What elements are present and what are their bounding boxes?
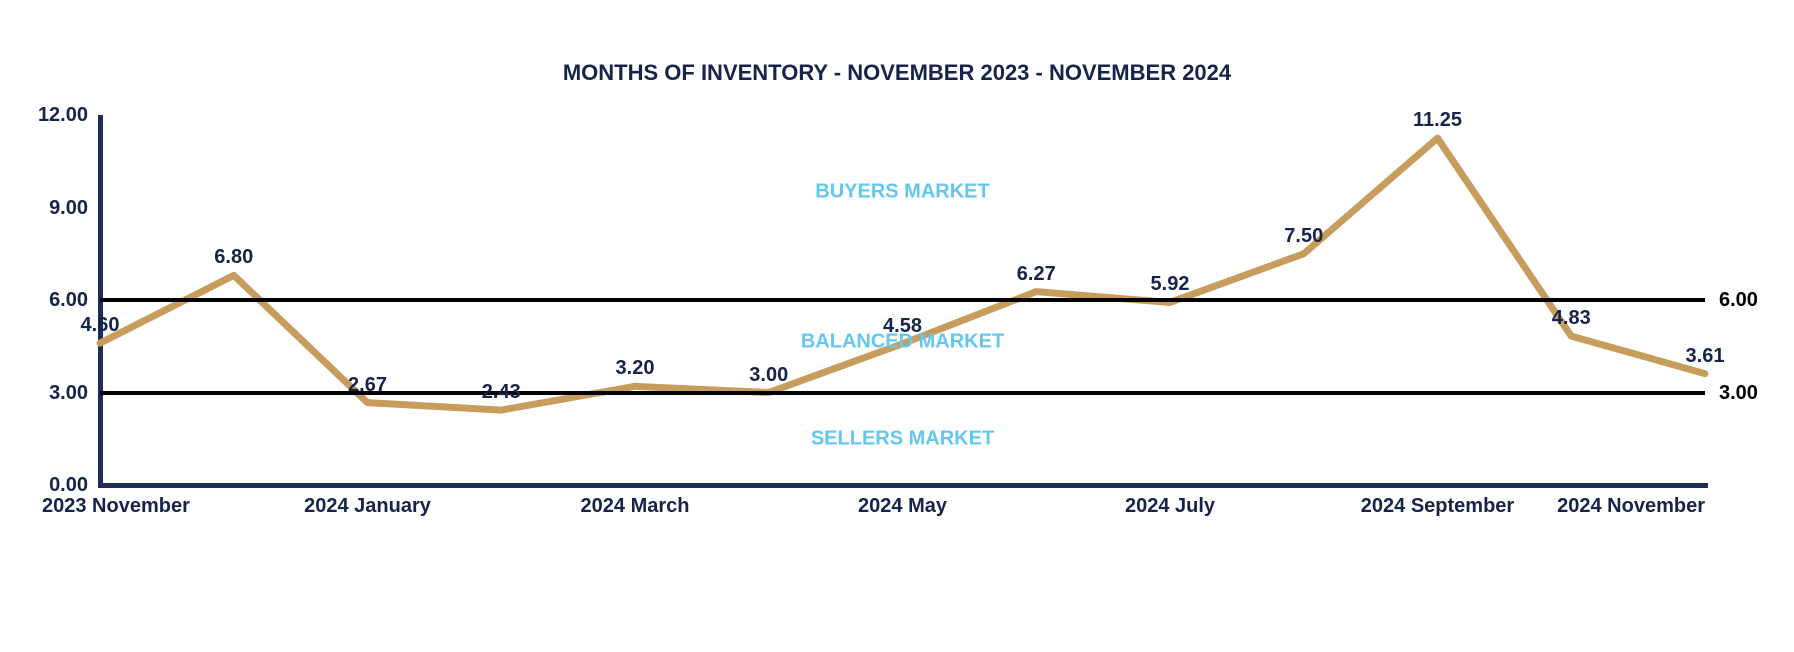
zone-label: SELLERS MARKET <box>811 427 994 450</box>
reference-line-label: 6.00 <box>1719 289 1758 312</box>
y-tick-label: 3.00 <box>49 382 88 405</box>
data-point-label: 6.80 <box>214 246 253 269</box>
y-tick-label: 12.00 <box>38 104 88 127</box>
x-tick-label: 2024 November <box>1557 495 1705 518</box>
chart-area: 0.003.006.009.0012.002023 November2024 J… <box>100 115 1794 545</box>
data-point-label: 5.92 <box>1151 273 1190 296</box>
y-tick-label: 6.00 <box>49 289 88 312</box>
data-point-label: 3.00 <box>749 364 788 387</box>
data-point-label: 3.20 <box>616 357 655 380</box>
x-tick-label: 2024 May <box>858 495 947 518</box>
data-point-label: 2.67 <box>348 374 387 397</box>
zone-label: BUYERS MARKET <box>815 181 989 204</box>
y-tick-label: 9.00 <box>49 197 88 220</box>
x-tick-label: 2024 July <box>1125 495 1215 518</box>
x-tick-label: 2023 November <box>42 495 190 518</box>
data-point-label: 2.43 <box>482 381 521 404</box>
data-point-label: 11.25 <box>1413 109 1462 132</box>
reference-line-label: 3.00 <box>1719 382 1758 405</box>
x-tick-label: 2024 March <box>581 495 690 518</box>
x-tick-label: 2024 January <box>304 495 431 518</box>
data-point-label: 4.58 <box>883 315 922 338</box>
y-tick-label: 0.00 <box>49 474 88 497</box>
data-point-label: 4.60 <box>81 314 120 337</box>
x-tick-label: 2024 September <box>1361 495 1514 518</box>
data-point-label: 3.61 <box>1686 345 1725 368</box>
data-point-label: 7.50 <box>1284 225 1323 248</box>
data-point-label: 6.27 <box>1017 263 1056 286</box>
reference-line <box>100 298 1705 302</box>
plot-region: 0.003.006.009.0012.002023 November2024 J… <box>100 115 1705 485</box>
data-point-label: 4.83 <box>1552 307 1591 330</box>
chart-title: MONTHS OF INVENTORY - NOVEMBER 2023 - NO… <box>0 60 1794 86</box>
reference-line <box>100 391 1705 395</box>
